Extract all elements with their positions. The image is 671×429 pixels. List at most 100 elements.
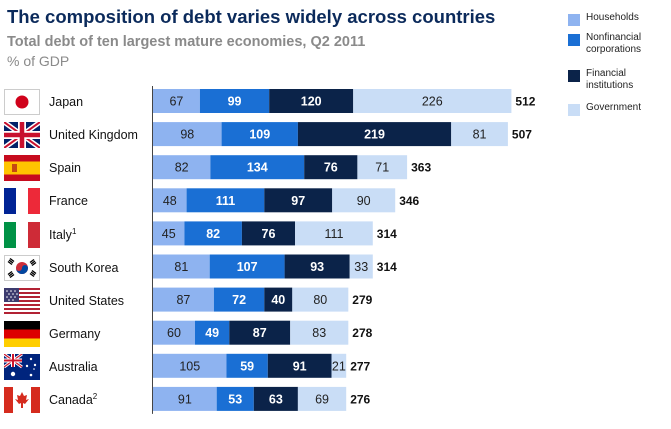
total-label-spain: 363 — [411, 161, 431, 175]
bar-united-states-financial-institutions — [264, 287, 293, 312]
bar-italy-financial-institutions — [241, 221, 296, 246]
bar-spain-government — [357, 155, 408, 180]
bar-canada-financial-institutions — [253, 386, 298, 411]
total-label-germany: 278 — [352, 326, 372, 340]
country-label-italy: Italy1 — [49, 226, 77, 242]
united-states-flag-icon — [4, 288, 40, 314]
country-label-canada: Canada2 — [49, 391, 98, 407]
country-label-australia: Australia — [49, 360, 98, 374]
bar-label-italy-households: 45 — [162, 227, 176, 241]
bar-spain-households — [153, 155, 211, 180]
bar-united-kingdom-households — [153, 122, 222, 147]
bar-label-france-nonfinancial-corporations: 111 — [216, 194, 236, 208]
total-label-united-states: 279 — [352, 293, 372, 307]
country-label-spain: Spain — [49, 161, 81, 175]
bar-france-financial-institutions — [264, 188, 333, 213]
bar-label-united-states-households: 87 — [176, 293, 190, 307]
australia-flag-icon — [4, 354, 40, 380]
italy-flag-icon — [4, 222, 40, 248]
legend-swatch-households — [568, 14, 580, 26]
bar-label-united-kingdom-government: 81 — [473, 128, 487, 142]
bar-south-korea-nonfinancial-corporations — [209, 254, 285, 279]
bar-france-nonfinancial-corporations — [186, 188, 265, 213]
legend-swatch-nonfinancial-corporations — [568, 34, 580, 46]
bar-label-italy-financial-institutions: 76 — [262, 227, 276, 241]
total-label-italy: 314 — [377, 227, 397, 241]
bar-united-states-government — [292, 287, 349, 312]
bar-italy-government — [295, 221, 373, 246]
germany-flag-icon — [4, 321, 40, 347]
bar-spain-nonfinancial-corporations — [210, 155, 305, 180]
total-label-australia: 277 — [350, 359, 370, 373]
bar-label-canada-nonfinancial-corporations: 53 — [228, 392, 242, 406]
legend-label-nonfinancial-corporations: Nonfinancial corporations — [586, 32, 642, 55]
total-label-united-kingdom: 507 — [512, 128, 532, 142]
bar-label-japan-nonfinancial-corporations: 99 — [228, 95, 242, 109]
bar-germany-government — [290, 320, 349, 345]
country-label-united-kingdom: United Kingdom — [49, 128, 138, 142]
legend-swatch-government — [568, 104, 580, 116]
bar-label-australia-households: 105 — [179, 359, 200, 373]
bar-label-united-kingdom-households: 98 — [180, 128, 194, 142]
bar-label-south-korea-households: 81 — [174, 260, 188, 274]
bar-france-government — [332, 188, 396, 213]
bar-label-italy-government: 111 — [324, 227, 343, 241]
country-label-japan: Japan — [49, 95, 84, 109]
bar-label-spain-nonfinancial-corporations: 134 — [247, 161, 268, 175]
bar-australia-financial-institutions — [267, 353, 332, 378]
bar-label-united-states-nonfinancial-corporations: 72 — [232, 293, 246, 307]
bar-south-korea-households — [153, 254, 210, 279]
bar-label-australia-financial-institutions: 91 — [293, 359, 307, 373]
bar-label-spain-households: 82 — [175, 161, 189, 175]
unit-label: % of GDP — [7, 53, 70, 69]
bar-label-japan-households: 67 — [169, 95, 183, 109]
bar-label-italy-nonfinancial-corporations: 82 — [206, 227, 220, 241]
bar-united-kingdom-nonfinancial-corporations — [221, 122, 298, 147]
spain-flag-icon — [4, 155, 40, 181]
bar-united-states-nonfinancial-corporations — [213, 287, 265, 312]
bar-germany-financial-institutions — [229, 320, 291, 345]
bar-canada-government — [297, 386, 347, 411]
bar-label-germany-nonfinancial-corporations: 49 — [205, 326, 219, 340]
united-kingdom-flag-icon — [4, 122, 40, 148]
bar-canada-households — [153, 386, 217, 411]
japan-flag-icon — [4, 89, 40, 115]
total-label-canada: 276 — [350, 392, 370, 406]
legend-label-households: Households — [586, 12, 639, 23]
bar-label-germany-financial-institutions: 87 — [253, 326, 267, 340]
bar-south-korea-financial-institutions — [284, 254, 350, 279]
total-label-south-korea: 314 — [377, 260, 397, 274]
bar-japan-households — [153, 89, 200, 113]
bar-japan-nonfinancial-corporations — [199, 89, 270, 113]
bar-label-canada-financial-institutions: 63 — [269, 392, 283, 406]
country-label-france: France — [49, 194, 88, 208]
bar-label-japan-financial-institutions: 120 — [301, 95, 322, 109]
bar-label-south-korea-government: 33 — [354, 260, 368, 274]
bar-label-canada-households: 91 — [178, 392, 192, 406]
bar-australia-nonfinancial-corporations — [226, 353, 268, 378]
bar-label-canada-government: 69 — [315, 392, 329, 406]
bar-label-spain-financial-institutions: 76 — [324, 161, 338, 175]
legend-swatch-financial-institutions — [568, 70, 580, 82]
bar-label-south-korea-nonfinancial-corporations: 107 — [237, 260, 258, 274]
bar-france-households — [153, 188, 187, 213]
country-label-germany: Germany — [49, 327, 101, 341]
country-label-south-korea: South Korea — [49, 261, 119, 275]
bar-label-france-government: 90 — [357, 194, 371, 208]
bar-germany-households — [153, 320, 195, 345]
bar-label-australia-government: 21 — [332, 359, 346, 373]
chart-title: The composition of debt varies widely ac… — [7, 6, 496, 27]
total-label-france: 346 — [399, 194, 419, 208]
bar-label-south-korea-financial-institutions: 93 — [310, 260, 324, 274]
bar-label-spain-government: 71 — [375, 161, 389, 175]
bar-label-united-kingdom-nonfinancial-corporations: 109 — [249, 128, 270, 142]
bar-label-france-financial-institutions: 97 — [291, 194, 305, 208]
bar-label-australia-nonfinancial-corporations: 59 — [240, 359, 254, 373]
bar-label-united-kingdom-financial-institutions: 219 — [364, 128, 385, 142]
bar-canada-nonfinancial-corporations — [216, 386, 254, 411]
bar-label-japan-government: 226 — [422, 95, 443, 109]
total-label-japan: 512 — [515, 95, 535, 109]
chart-subtitle: Total debt of ten largest mature economi… — [7, 34, 366, 50]
bar-label-germany-government: 83 — [312, 326, 326, 340]
